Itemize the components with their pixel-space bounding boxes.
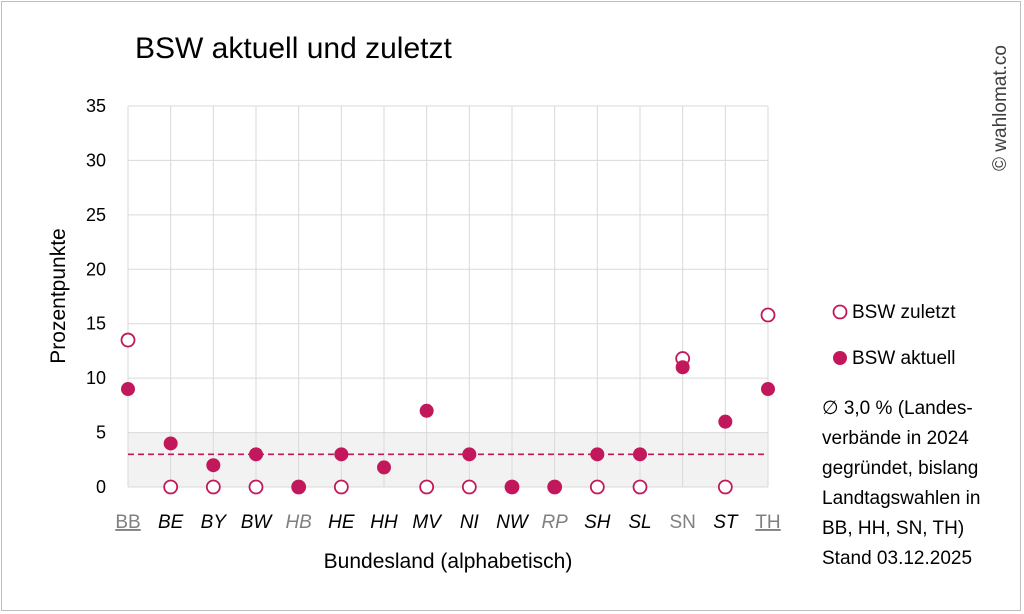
x-tick-label: HE xyxy=(328,512,355,533)
point-aktuell xyxy=(505,480,519,494)
point-aktuell xyxy=(590,447,605,462)
point-aktuell xyxy=(377,460,391,475)
point-aktuell xyxy=(249,447,263,462)
note-line-5: BB, HH, SN, TH) xyxy=(822,518,964,539)
y-tick-label: 30 xyxy=(86,150,106,170)
point-aktuell xyxy=(419,403,434,418)
point-zuletzt xyxy=(589,479,605,495)
note-block: ∅ 3,0 % (Landes- verbände in 2024 gegrün… xyxy=(822,398,980,569)
y-tick-label: 5 xyxy=(96,423,106,443)
legend: BSW zuletzt BSW aktuell xyxy=(832,302,956,369)
x-tick-label: MV xyxy=(412,512,443,533)
point-aktuell xyxy=(718,414,733,429)
x-tick-label: HH xyxy=(370,512,398,533)
y-tick-label: 35 xyxy=(86,96,106,116)
legend-label-zuletzt: BSW zuletzt xyxy=(852,302,956,323)
point-zuletzt xyxy=(760,307,776,323)
point-zuletzt xyxy=(717,479,733,495)
note-line-3: gegründet, bislang xyxy=(822,458,978,479)
point-aktuell xyxy=(121,382,135,397)
x-tick-label: BE xyxy=(158,512,184,533)
y-tick-label: 0 xyxy=(96,477,106,497)
shaded-band xyxy=(128,432,768,487)
legend-marker-zuletzt xyxy=(832,304,848,320)
x-tick-label: RP xyxy=(541,512,568,533)
x-tick-label: TH xyxy=(755,512,780,533)
point-aktuell xyxy=(334,447,349,462)
point-zuletzt xyxy=(419,479,435,495)
x-tick-label: BW xyxy=(241,512,274,533)
note-line-2: verbände in 2024 xyxy=(822,428,969,449)
y-axis-title: Prozentpunkte xyxy=(47,228,70,363)
x-tick-label: BB xyxy=(115,512,140,533)
point-aktuell xyxy=(291,480,306,494)
x-tick-label: ST xyxy=(713,512,739,533)
legend-label-aktuell: BSW aktuell xyxy=(852,348,955,369)
chart-title: BSW aktuell und zuletzt xyxy=(135,32,452,65)
y-tick-label: 15 xyxy=(86,314,106,334)
x-tick-label: HB xyxy=(285,512,312,533)
y-tick-label: 25 xyxy=(86,205,106,225)
plot-area: 0 5 10 15 20 25 30 35 BB BE BY BW HB HE HH MV NI NW RP SH SL… xyxy=(86,96,781,533)
point-zuletzt xyxy=(248,479,264,495)
point-zuletzt xyxy=(632,479,648,495)
point-aktuell xyxy=(761,382,775,397)
x-tick-label: SN xyxy=(669,512,695,533)
note-line-1: ∅ 3,0 % (Landes- xyxy=(822,398,973,419)
point-zuletzt xyxy=(461,479,477,495)
point-aktuell xyxy=(462,447,477,462)
point-aktuell xyxy=(206,458,221,473)
point-zuletzt xyxy=(163,479,179,495)
x-tick-label: SH xyxy=(584,512,611,533)
point-aktuell xyxy=(547,480,562,494)
point-aktuell xyxy=(163,436,178,451)
x-tick-label: NI xyxy=(460,512,480,533)
y-tick-label: 20 xyxy=(86,259,106,279)
y-tick-label: 10 xyxy=(86,368,106,388)
x-tick-label: BY xyxy=(201,512,228,533)
x-tick-label: SL xyxy=(628,512,651,533)
point-zuletzt xyxy=(120,332,136,348)
note-line-4: Landtagswahlen in xyxy=(822,488,980,509)
x-tick-label: NW xyxy=(496,512,530,533)
legend-marker-aktuell xyxy=(833,351,847,365)
note-line-6: Stand 03.12.2025 xyxy=(822,548,972,569)
point-aktuell xyxy=(675,360,690,375)
x-axis-title: Bundesland (alphabetisch) xyxy=(324,550,573,573)
point-zuletzt xyxy=(333,479,349,495)
point-zuletzt xyxy=(205,479,221,495)
point-aktuell xyxy=(633,447,647,462)
copyright-label: © wahlomat.co xyxy=(990,45,1011,171)
